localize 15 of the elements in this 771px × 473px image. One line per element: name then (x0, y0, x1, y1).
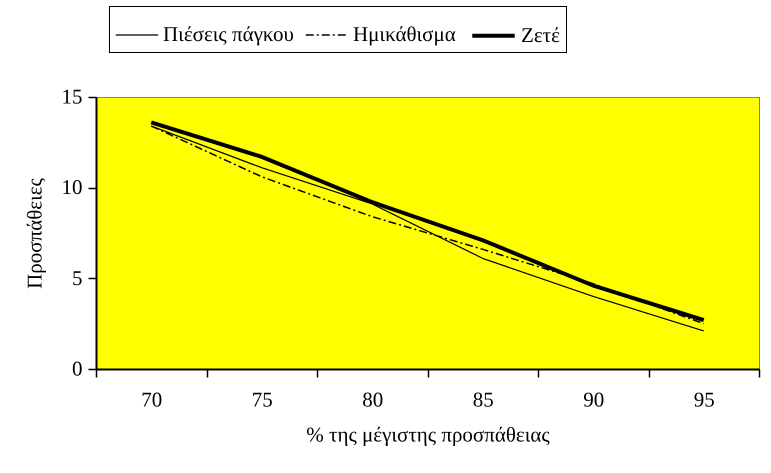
x-tick-label: 90 (583, 388, 604, 412)
y-tick-label: 0 (72, 356, 82, 380)
legend-label: Πιέσεις πάγκου (163, 22, 294, 46)
y-tick-label: 10 (62, 175, 82, 200)
x-tick-label: 85 (472, 388, 494, 412)
x-tick-label: 80 (362, 388, 384, 412)
x-tick-label: 95 (694, 388, 715, 412)
x-tick-label: 70 (141, 388, 162, 412)
legend-label: Ζετέ (521, 22, 560, 47)
x-tick-label: 75 (252, 388, 273, 412)
legend-label: Ημικάθισμα (353, 22, 456, 46)
y-tick-label: 5 (72, 266, 82, 290)
x-axis-title: % της μέγιστης προσπάθειας (306, 422, 550, 446)
y-tick-label: 15 (62, 84, 82, 108)
y-axis-title: Προσπάθειες (22, 177, 46, 289)
